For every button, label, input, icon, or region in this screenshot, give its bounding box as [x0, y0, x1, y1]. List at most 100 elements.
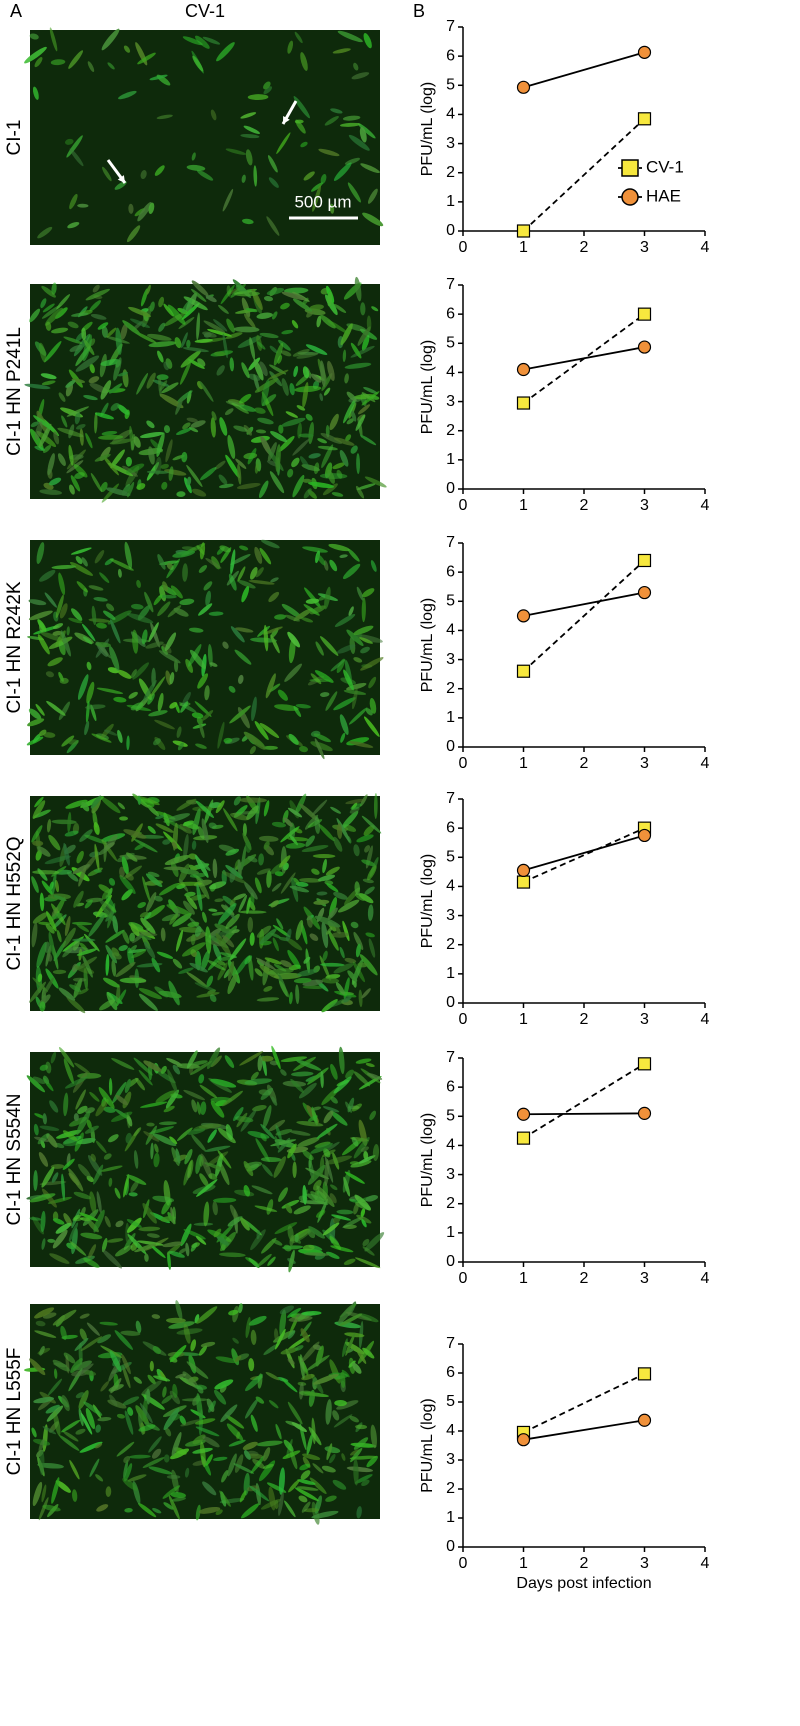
- cell: [57, 453, 66, 466]
- cell: [340, 122, 361, 127]
- cell: [119, 866, 125, 878]
- cell: [316, 1123, 338, 1139]
- cell: [358, 893, 374, 904]
- cell: [367, 188, 378, 204]
- cell: [182, 691, 191, 706]
- cell: [205, 295, 217, 303]
- cell: [249, 337, 256, 360]
- cell: [278, 339, 291, 351]
- y-tick-label: 1: [446, 193, 455, 210]
- cell: [254, 877, 262, 894]
- cell: [123, 45, 131, 53]
- cell: [126, 1219, 142, 1228]
- cell: [83, 933, 100, 952]
- cell: [162, 1386, 167, 1398]
- cell: [208, 611, 224, 616]
- cell: [309, 1477, 327, 1494]
- cell: [184, 891, 196, 897]
- cell: [74, 1132, 84, 1152]
- cell: [85, 432, 93, 449]
- cell: [195, 1418, 216, 1425]
- cell: [277, 355, 283, 364]
- cell: [303, 1391, 329, 1398]
- cell: [188, 916, 208, 937]
- cell: [348, 606, 354, 617]
- cell: [269, 345, 278, 354]
- cell: [363, 825, 375, 836]
- cell: [229, 357, 235, 372]
- cell: [147, 693, 155, 705]
- cell: [65, 380, 76, 388]
- cell: [317, 438, 328, 444]
- cell: [69, 562, 94, 576]
- cell: [191, 840, 197, 850]
- cell: [284, 614, 300, 622]
- cell: [207, 329, 232, 337]
- cell: [139, 431, 164, 439]
- cell: [369, 697, 377, 714]
- cell: [186, 164, 206, 171]
- cell: [228, 573, 237, 591]
- cell: [53, 1410, 61, 1436]
- cell: [215, 1153, 223, 1177]
- cell: [58, 392, 66, 402]
- cell: [303, 1252, 330, 1257]
- cell: [163, 361, 170, 371]
- cell: [303, 488, 312, 499]
- cell: [227, 973, 238, 995]
- cell: [103, 1153, 112, 1160]
- cell: [151, 1314, 161, 1319]
- cell: [345, 1101, 353, 1113]
- cell: [88, 585, 104, 591]
- cell: [264, 957, 282, 965]
- cell: [311, 1106, 322, 1111]
- cell: [87, 61, 95, 72]
- cell: [284, 663, 303, 682]
- cell: [169, 1344, 187, 1363]
- cell: [314, 670, 334, 683]
- cell: [238, 910, 267, 914]
- cell: [206, 1047, 221, 1070]
- cell: [34, 1307, 55, 1319]
- cell: [44, 340, 62, 363]
- cell: [42, 1113, 47, 1125]
- cell: [112, 1081, 127, 1104]
- cell: [48, 834, 61, 851]
- cell: [372, 1144, 380, 1161]
- x-tick-label: 0: [459, 755, 468, 772]
- x-tick-label: 2: [580, 1270, 589, 1287]
- cell: [144, 1253, 149, 1262]
- cell: [143, 1060, 162, 1072]
- cell: [69, 984, 82, 993]
- cell: [311, 868, 320, 875]
- cell: [51, 819, 77, 825]
- cell: [94, 411, 98, 434]
- y-tick-label: 6: [446, 563, 455, 580]
- cell: [122, 1396, 140, 1406]
- cell: [312, 854, 336, 859]
- cell: [158, 990, 182, 999]
- cell: [353, 1136, 370, 1159]
- cell: [88, 376, 100, 384]
- cell: [222, 1090, 243, 1107]
- cell: [263, 81, 271, 90]
- micrograph: CI-1 HN H552Q: [4, 793, 382, 1014]
- cell: [197, 826, 205, 839]
- y-tick-label: 6: [446, 305, 455, 322]
- cell: [354, 1474, 373, 1484]
- cell: [31, 1427, 37, 1438]
- y-tick-label: 3: [446, 135, 455, 152]
- cell: [53, 895, 67, 902]
- cell: [36, 430, 57, 448]
- cell: [153, 895, 163, 902]
- cell: [45, 1061, 52, 1074]
- cell: [181, 298, 193, 314]
- cell: [271, 882, 282, 892]
- cell: [328, 930, 339, 951]
- cell: [278, 980, 290, 998]
- cell: [220, 284, 235, 305]
- cell: [271, 311, 278, 320]
- cell: [342, 115, 361, 121]
- cell: [161, 1198, 172, 1215]
- cell: [287, 1401, 303, 1425]
